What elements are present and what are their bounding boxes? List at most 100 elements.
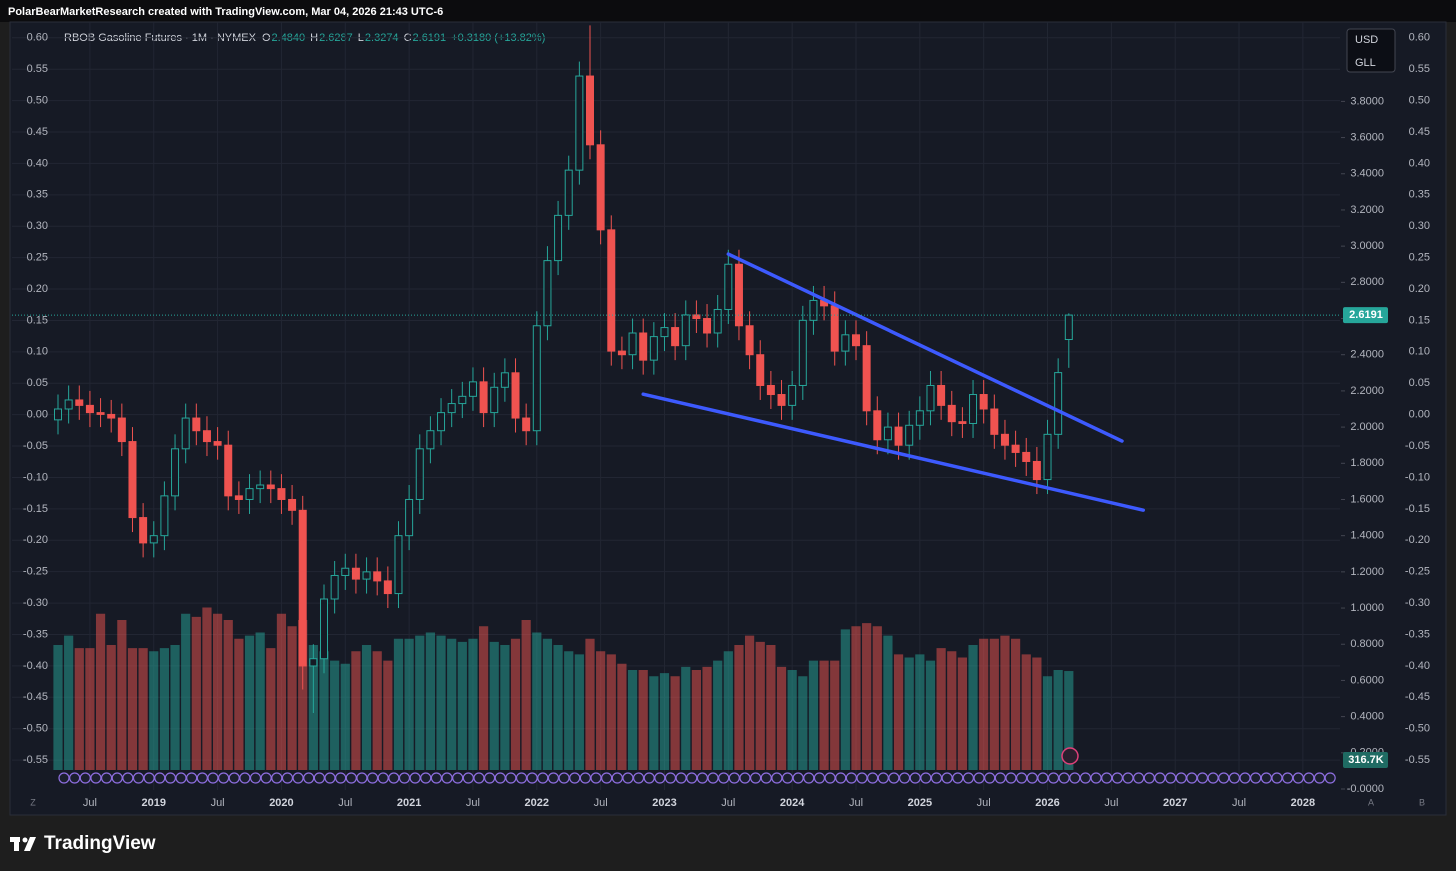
event-marker	[792, 772, 804, 784]
y-tick-label: 1.6000	[1350, 493, 1384, 505]
event-marker	[100, 772, 113, 784]
event-marker	[728, 772, 740, 784]
y2-tick-label: 0.55	[1409, 63, 1430, 75]
event-marker	[1154, 772, 1166, 784]
volume-bar	[872, 626, 882, 770]
y2-tick-label: -0.30	[1405, 597, 1430, 609]
candle-body	[330, 574, 339, 600]
event-marker	[1303, 772, 1315, 784]
corner-label[interactable]: B	[1419, 797, 1425, 807]
candle-body	[437, 412, 446, 432]
candle-body	[522, 417, 531, 432]
volume-bar	[936, 648, 946, 770]
y2-tick-label: -0.55	[23, 754, 48, 766]
y2-tick-label: -0.50	[1405, 723, 1430, 735]
volume-bar	[968, 645, 978, 770]
logo-shape	[24, 837, 36, 851]
event-marker	[249, 772, 262, 784]
volume	[53, 607, 1074, 770]
volume-bar	[234, 638, 244, 770]
y2-tick-label: -0.20	[1405, 534, 1430, 546]
volume-bar	[404, 638, 414, 770]
volume-bar	[138, 648, 148, 770]
event-marker	[1069, 772, 1081, 784]
corner-label[interactable]: Z	[30, 797, 36, 807]
y-tick-label: 3.2000	[1350, 204, 1384, 216]
y2-tick-label: 0.30	[1409, 220, 1430, 232]
x-tick-label: Jul	[466, 797, 480, 809]
alert-icon	[1061, 747, 1079, 765]
candle-body	[734, 263, 743, 327]
event-marker	[526, 772, 538, 784]
volume-bar	[266, 648, 276, 770]
candle-body	[500, 372, 509, 388]
y-tick-label: 3.8000	[1350, 95, 1384, 107]
candle-body	[1000, 433, 1009, 446]
event-marker	[867, 772, 879, 784]
volume-bar	[447, 638, 457, 770]
event-marker	[377, 772, 389, 784]
y2-tick-label: -0.25	[1405, 566, 1430, 578]
event-marker	[69, 772, 81, 784]
y2-tick-label: -0.45	[23, 691, 48, 703]
volume-bar	[840, 629, 850, 770]
volume-bar	[276, 613, 287, 770]
header: PolarBearMarketResearch created with Tra…	[8, 6, 443, 18]
y-tick-label: 3.4000	[1350, 168, 1384, 180]
candle-body	[862, 345, 871, 412]
volume-bar	[553, 645, 563, 770]
candle-body	[628, 332, 637, 356]
volume-bar	[340, 663, 350, 770]
grid	[12, 22, 1340, 790]
volume-bar	[127, 648, 138, 770]
candle-body	[234, 495, 243, 500]
volume-bar	[1053, 670, 1063, 770]
candle-body	[256, 484, 265, 490]
brand-logo	[10, 837, 36, 851]
event-marker	[1005, 772, 1017, 784]
event-marker	[654, 772, 666, 784]
candle-body	[979, 394, 988, 410]
candle-body	[564, 169, 573, 216]
y2-tick-label: -0.40	[23, 660, 48, 672]
volume-bar	[766, 645, 776, 770]
x-tick-label: 2022	[525, 797, 549, 809]
event-marker	[803, 772, 815, 784]
currency: USD	[1355, 34, 1378, 46]
candle-body	[894, 426, 903, 446]
x-tick-label: 2028	[1291, 797, 1315, 809]
volume-bar	[883, 635, 893, 770]
event-row	[58, 772, 1336, 784]
volume-bar	[95, 613, 106, 770]
volume-bar	[372, 651, 382, 770]
volume-bar	[851, 626, 861, 770]
event-marker	[962, 772, 975, 784]
candle-body	[75, 399, 84, 406]
price-label-box	[1343, 307, 1388, 324]
y2-tick-label: 0.10	[27, 346, 48, 358]
y-tick-label: 1.4000	[1350, 530, 1384, 542]
event-marker	[356, 772, 368, 784]
x-tick-label: Jul	[1104, 797, 1118, 809]
x-tick-label: 2023	[652, 797, 676, 809]
volume-bar	[1032, 657, 1042, 770]
candle-body	[703, 318, 712, 334]
x-tick-label: 2024	[780, 797, 805, 809]
y2-tick-label: -0.30	[23, 597, 48, 609]
y2-tick-label: 0.05	[1409, 377, 1430, 389]
candle-body	[139, 517, 148, 544]
event-marker	[218, 772, 230, 784]
event-marker	[760, 772, 772, 784]
candle-body	[245, 488, 254, 500]
volume-bar	[574, 654, 584, 770]
y2-tick-label: -0.05	[23, 440, 48, 452]
event-marker	[888, 772, 900, 784]
candle-body	[990, 408, 999, 435]
event-marker	[558, 772, 570, 784]
y2-tick-label: 0.35	[1409, 189, 1430, 201]
y2-tick-label: 0.05	[27, 377, 48, 389]
candles	[54, 25, 1073, 713]
x-tick-label: 2020	[269, 797, 293, 809]
volume-bar	[117, 620, 127, 770]
corner-label[interactable]: A	[1368, 797, 1374, 807]
